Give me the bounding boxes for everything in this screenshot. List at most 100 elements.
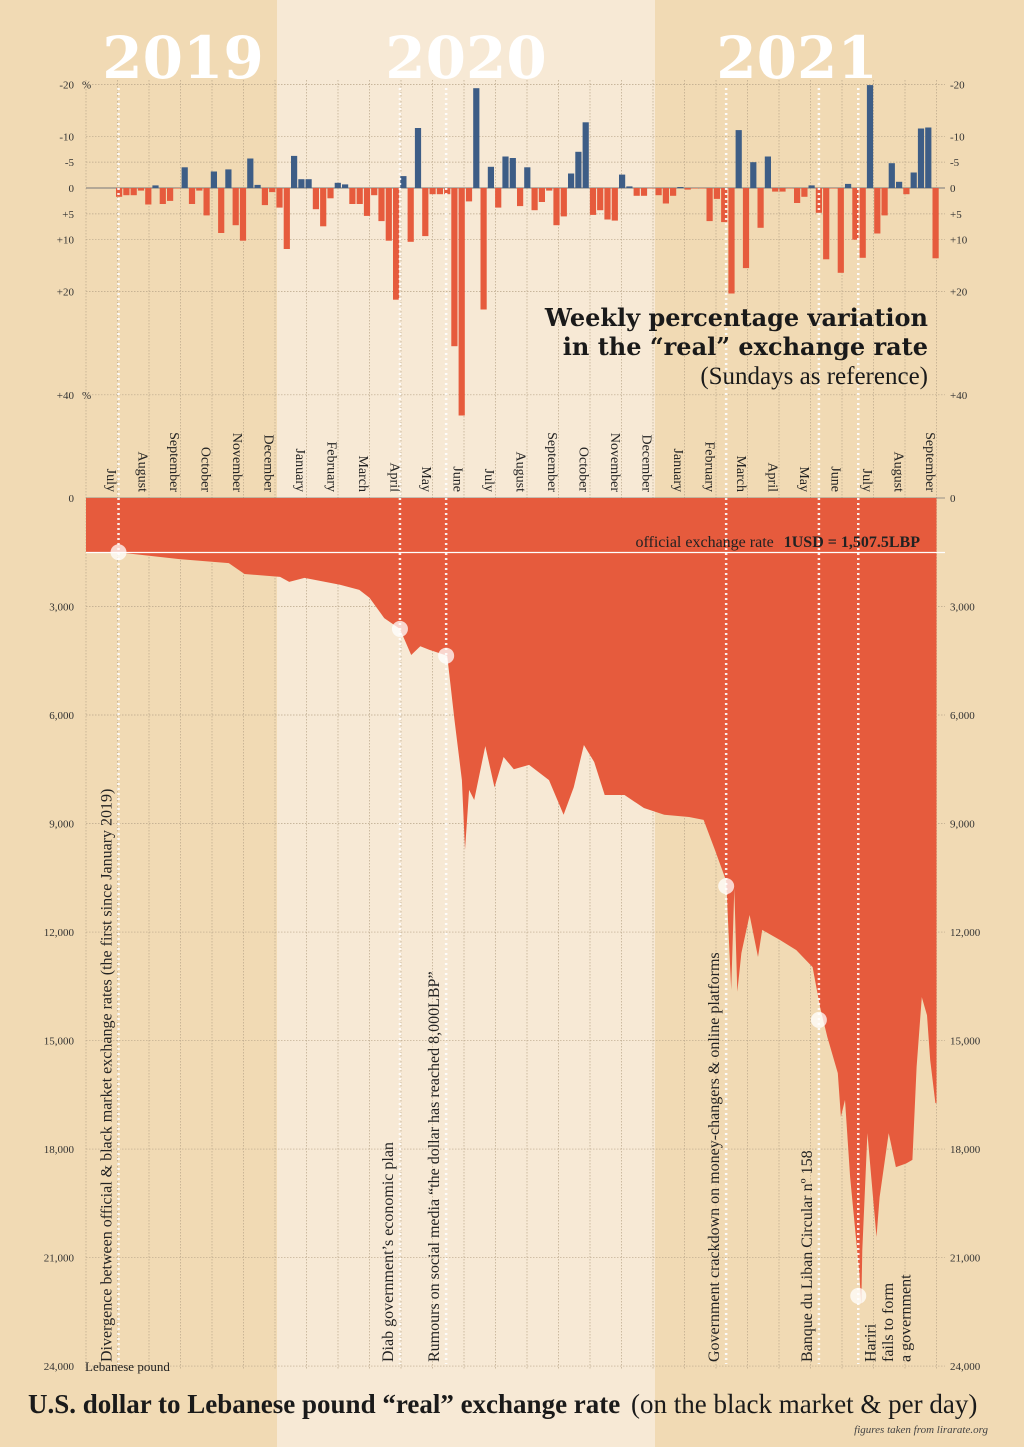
weekly-bar [458,188,465,416]
event-marker [110,544,127,561]
weekly-bar [116,188,123,197]
weekly-bar [378,188,385,222]
weekly-bar [881,188,888,216]
event-label: Government crackdown on money-changers &… [706,952,723,1362]
weekly-bar [356,188,363,204]
daily-y-tick-right: 15,000 [950,1036,981,1048]
weekly-bar [823,188,830,260]
year-label-2020: 2020 [385,24,546,92]
source-note: figures taken from lirarate.org [854,1424,988,1436]
weekly-bar [291,155,298,188]
weekly-bar [845,183,852,188]
month-label: October [575,447,590,492]
daily-y-tick-right: 21,000 [950,1253,981,1265]
weekly-y-tick-right: -10 [950,131,965,143]
weekly-bar [801,188,808,197]
official-rate-value: 1USD = 1,507.5LBP [784,534,920,551]
daily-y-tick-left: 9,000 [49,819,74,831]
main-title-text: U.S. dollar to Lebanese pound “real” exc… [28,1389,620,1419]
daily-y-tick-left: 6,000 [49,710,74,722]
weekly-y-tick-right: -20 [950,80,965,92]
month-label: November [229,433,244,492]
month-label: February [701,441,716,492]
weekly-bar [633,188,640,196]
weekly-bar [342,184,349,188]
weekly-bar [874,188,881,234]
exchange-rate-area-shape [86,498,937,1305]
weekly-y-tick-left: -5 [65,157,75,169]
weekly-bar [808,185,815,188]
year-label-2019: 2019 [102,24,263,92]
weekly-bar [393,188,400,300]
weekly-bar [560,188,567,217]
month-label: May [796,466,811,492]
weekly-bar [750,162,757,188]
weekly-bar [830,188,837,189]
weekly-y-tick-right: +20 [950,286,968,298]
axis-labels: -20 -20 -10 -10 -5 -5 0 0 +5 +5 +10 +10 +20 +20 +40 +40… [44,80,981,1373]
main-subtitle: (on the black market & per day) [631,1389,977,1419]
weekly-bar [327,188,334,199]
main-title: U.S. dollar to Lebanese pound “real” exc… [28,1389,977,1419]
daily-y-tick-left: 3,000 [49,602,74,614]
weekly-bar [691,188,699,189]
weekly-bar [414,128,422,188]
percent-unit-label: % [82,390,91,402]
weekly-bar [312,188,319,210]
weekly-bar [495,188,502,208]
month-label: June [827,466,842,492]
weekly-bar [218,188,225,233]
event-label: Divergence between official & black mark… [99,789,116,1362]
month-label: January [292,448,307,492]
weekly-variation-bars [116,85,939,416]
month-label: May [418,466,433,492]
weekly-bar [896,181,903,188]
weekly-bar [276,188,283,208]
weekly-bar [261,188,268,206]
weekly-y-tick-left: +40 [57,390,75,402]
event-label: Hariri [862,1323,879,1362]
weekly-bar [320,188,327,227]
weekly-bar [203,188,210,216]
weekly-bar [742,188,750,269]
month-label: April [764,462,779,492]
year-labels: 2019 2020 2021 [102,24,877,92]
daily-y-tick-right: 12,000 [950,927,981,939]
month-label: August [890,452,905,493]
weekly-bar [852,188,859,240]
weekly-title-line-2: in the “real” exchange rate [563,332,928,361]
event-label: Banque du Liban Circular nº 158 [799,1150,816,1362]
weekly-bar [611,188,618,221]
weekly-bar [225,169,232,188]
weekly-bar [888,163,895,188]
weekly-bar [815,188,822,213]
weekly-bar [232,188,239,226]
weekly-y-tick-left: 0 [69,183,75,195]
weekly-bar [509,158,516,188]
svg-text:official exchange rate 1: official exchange rate 1USD = 1,507.5LBP [635,534,920,551]
weekly-bar [553,188,560,226]
weekly-bar [568,173,575,188]
weekly-bar [444,188,451,195]
daily-y-tick-right: 24,000 [950,1361,981,1373]
weekly-bar [334,182,341,188]
weekly-bar [451,188,458,347]
weekly-bar [254,184,261,188]
weekly-bar [582,122,589,188]
weekly-bar [662,188,669,204]
weekly-bar [429,188,436,195]
weekly-title-line-1: Weekly percentage variation [544,303,928,332]
weekly-bar [298,179,305,188]
weekly-bar [152,185,159,188]
daily-y-tick-left: 24,000 [44,1361,75,1373]
month-label: December [260,434,275,492]
month-label: September [544,432,559,492]
weekly-bar [363,188,371,216]
weekly-bar [764,156,771,188]
daily-y-tick-left: 0 [69,493,75,505]
weekly-bar [786,188,793,189]
daily-y-tick-left: 15,000 [44,1036,75,1048]
month-label: March [355,455,370,492]
weekly-y-tick-right: 0 [950,183,956,195]
band-2019 [0,0,277,1447]
